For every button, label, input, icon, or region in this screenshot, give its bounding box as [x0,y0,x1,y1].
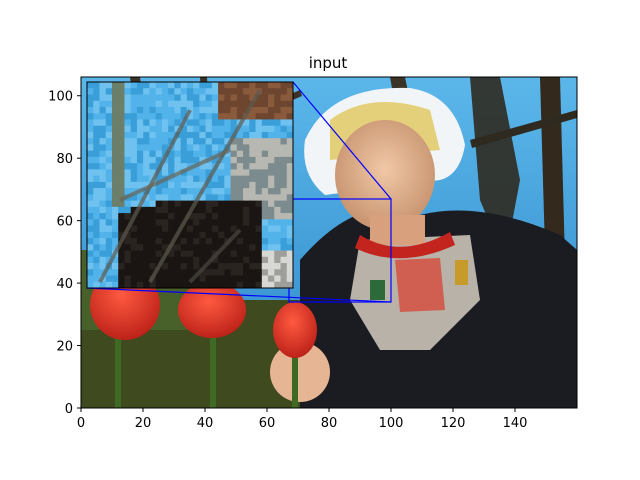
y-tick-label: 20 [56,340,73,355]
main-image [81,77,577,408]
x-tick-label: 140 [503,416,528,431]
plot-title: input [309,54,348,72]
x-tick-label: 20 [135,416,152,431]
y-tick-label: 40 [56,277,73,292]
y-tick-label: 0 [65,402,73,417]
tulip-right [273,302,317,408]
tulip-middle [178,282,246,408]
y-tick-label: 80 [56,152,73,167]
connector-line-top [292,81,392,200]
x-tick-label: 80 [321,416,338,431]
x-tick-label: 60 [259,416,276,431]
y-tick-label: 100 [48,90,73,105]
y-tick-label: 60 [56,215,73,230]
x-tick-label: 100 [379,416,404,431]
y-axis: 0 20 40 60 80 100 [48,90,81,417]
inset-zoom-image [87,82,293,288]
connector-line-bottom [86,287,392,303]
x-tick-label: 0 [77,416,85,431]
inset-frame [86,81,294,289]
x-tick-label: 120 [441,416,466,431]
x-tick-label: 40 [197,416,214,431]
x-axis: 0 20 40 60 80 100 120 140 [77,408,528,431]
